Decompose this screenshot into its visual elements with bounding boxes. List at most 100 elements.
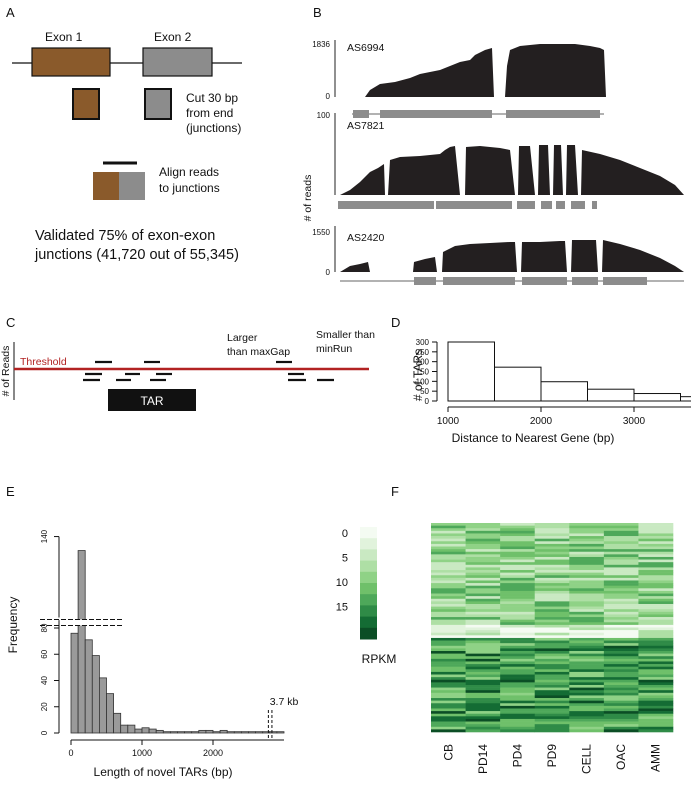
- heatmap-cell: [500, 716, 536, 720]
- heatmap-cell: [603, 677, 639, 681]
- heatmap-cell: [569, 687, 605, 691]
- heatmap-cell: [534, 538, 570, 542]
- heatmap-cell: [638, 583, 674, 586]
- heatmap-cell: [603, 666, 639, 670]
- heatmap-cell: [569, 598, 605, 602]
- heatmap-cell: [465, 661, 501, 665]
- heatmap-cell: [603, 640, 639, 644]
- x-tick-label: 1000: [132, 748, 152, 758]
- heatmap-cell: [500, 590, 536, 594]
- heatmap-cell: [534, 698, 570, 701]
- heatmap-cell: [500, 551, 536, 555]
- heatmap-cell: [569, 570, 605, 573]
- heatmap-cell: [431, 554, 466, 558]
- heatmap-cell: [500, 708, 536, 712]
- heatmap-cell: [431, 598, 466, 602]
- heatmap-cell: [465, 585, 501, 589]
- heatmap-cell: [569, 624, 605, 628]
- heatmap-cell: [465, 530, 501, 534]
- heatmap-cell: [465, 643, 501, 647]
- heatmap-cell: [638, 716, 674, 720]
- heatmap-cell: [500, 729, 536, 733]
- histogram-bar: [633, 393, 681, 402]
- tar-box: [108, 389, 196, 411]
- heatmap-cell: [465, 588, 501, 592]
- heatmap-cell: [603, 588, 639, 592]
- heatmap-cell: [569, 656, 605, 660]
- heatmap-cell: [534, 619, 570, 623]
- heatmap-cell: [534, 622, 570, 626]
- heatmap-cell: [431, 687, 466, 691]
- heatmap-cell: [603, 593, 639, 597]
- heatmap-cell: [465, 577, 501, 581]
- histogram-bar: [255, 731, 264, 734]
- heatmap-cell: [431, 726, 466, 730]
- heatmap-cell: [465, 536, 501, 539]
- cut-text-line3: (junctions): [186, 121, 241, 135]
- heatmap-cell: [465, 692, 501, 696]
- heatmap-cell: [534, 677, 570, 681]
- heatmap-cell: [603, 729, 639, 733]
- heatmap-cell: [465, 651, 501, 654]
- heatmap-cell: [569, 617, 605, 620]
- track2-exon: [571, 201, 585, 209]
- smaller-line1: Smaller than: [316, 329, 375, 341]
- heatmap-cell: [638, 543, 674, 547]
- exon2-label: Exon 2: [154, 30, 192, 44]
- heatmap-cell: [465, 729, 501, 733]
- heatmap-cell: [569, 713, 605, 717]
- heatmap-cell: [569, 661, 605, 665]
- heatmap-cell: [500, 611, 536, 615]
- heatmap-cell: [431, 711, 466, 715]
- heatmap-cell: [534, 530, 570, 534]
- heatmap-cell: [534, 695, 570, 699]
- heatmap-cell: [638, 585, 674, 589]
- y-tick-label: 0: [425, 397, 430, 406]
- heatmap-cell: [638, 523, 674, 526]
- heatmap-cell: [431, 575, 466, 579]
- heatmap-cell: [431, 703, 466, 707]
- heatmap-cell: [638, 624, 674, 628]
- heatmap-cell: [569, 619, 605, 623]
- heatmap-cell: [569, 632, 605, 636]
- heatmap-cell: [431, 640, 466, 644]
- heatmap-cell: [603, 656, 639, 660]
- heatmap-cell: [431, 661, 466, 665]
- track3-exon: [603, 277, 647, 285]
- heatmap-cell: [603, 541, 639, 545]
- heatmap-cell: [638, 635, 674, 639]
- heatmap-cell: [465, 656, 501, 660]
- heatmap-cell: [534, 666, 570, 670]
- heatmap-cell: [500, 538, 536, 542]
- heatmap-cell: [465, 713, 501, 717]
- threshold-label: Threshold: [20, 356, 67, 368]
- heatmap-cell: [500, 721, 536, 725]
- heatmap-cell: [500, 671, 536, 675]
- heatmap-cell: [500, 627, 536, 631]
- heatmap-cell: [465, 666, 501, 670]
- heatmap-cell: [534, 643, 570, 647]
- heatmap-cell: [465, 645, 501, 649]
- heatmap-cell: [638, 559, 674, 563]
- heatmap-cell: [431, 606, 466, 610]
- heatmap-cell: [569, 708, 605, 712]
- histogram-bar: [106, 693, 114, 734]
- heatmap-cell: [603, 653, 639, 657]
- heatmap-cell: [431, 536, 466, 539]
- heatmap-cell: [465, 606, 501, 610]
- heatmap-cell: [603, 635, 639, 639]
- heatmap-cell: [431, 533, 466, 537]
- heatmap-cell: [569, 700, 605, 704]
- heatmap-cell: [500, 674, 536, 678]
- heatmap-cell: [431, 546, 466, 550]
- track1-name: AS6994: [347, 42, 385, 54]
- column-label: AMM: [649, 744, 663, 772]
- heatmap-cell: [431, 572, 466, 576]
- heatmap-cell: [431, 677, 466, 681]
- heatmap-cell: [465, 525, 501, 529]
- heatmap-cell: [465, 700, 501, 704]
- heatmap-cell: [500, 588, 536, 592]
- heatmap-cell: [569, 533, 605, 537]
- heatmap-cell: [534, 726, 570, 730]
